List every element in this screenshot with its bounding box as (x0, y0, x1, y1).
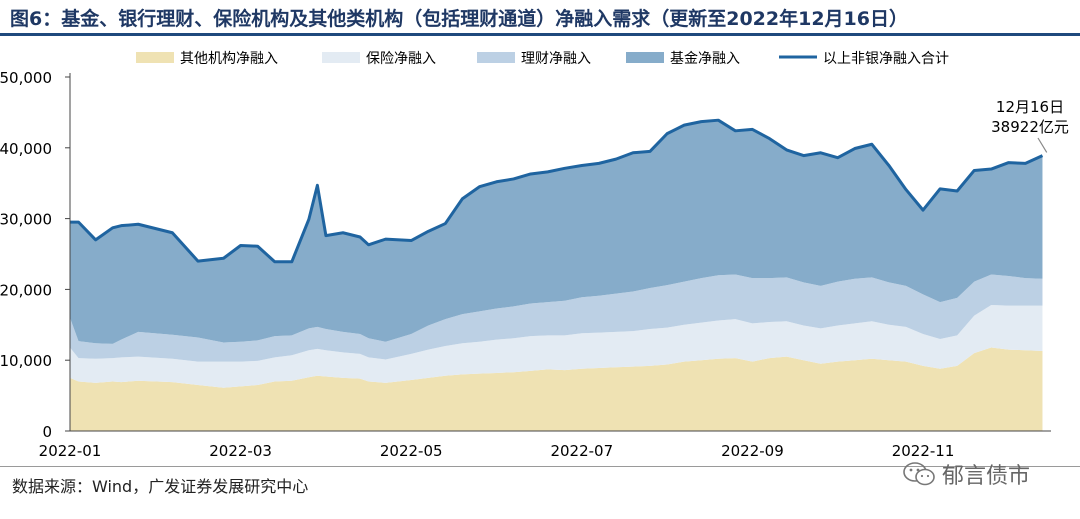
x-tick-label: 2022-09 (721, 442, 784, 460)
y-tick-label: 10,000 (0, 352, 52, 370)
x-axis-labels: 2022-01 2022-03 2022-05 2022-07 2022-09 2022-… (39, 442, 955, 460)
area-other (70, 347, 1043, 431)
legend-label-total: 以上非银净融入合计 (823, 51, 949, 67)
annotation-pointer (1037, 137, 1048, 153)
legend-swatch-other (136, 52, 174, 63)
legend-label-wealth: 理财净融入 (521, 51, 591, 67)
area-fund (70, 120, 1043, 344)
stacked-areas (70, 120, 1043, 431)
legend-label-fund: 基金净融入 (670, 50, 740, 67)
total-line (70, 118, 1044, 264)
total-line-group (70, 118, 1044, 264)
y-tick-label: 30,000 (0, 211, 52, 229)
y-tick-label: 50,000 (0, 69, 52, 87)
annotation-value: 38922亿元 (991, 118, 1069, 136)
wechat-icon (902, 461, 936, 487)
legend-swatch-wealth (477, 52, 515, 63)
axes (65, 73, 1051, 432)
x-tick-label: 2022-07 (550, 442, 613, 460)
x-tick-label: 2022-11 (892, 442, 955, 460)
area-wealth (70, 274, 1043, 362)
footer-divider (0, 466, 1080, 467)
chart-title: 图6：基金、银行理财、保险机构及其他类机构（包括理财通道）净融入需求（更新至20… (10, 8, 908, 30)
watermark: 郁言债市 (902, 458, 1030, 490)
watermark-text: 郁言债市 (942, 464, 1031, 489)
title-bar: 图6：基金、银行理财、保险机构及其他类机构（包括理财通道）净融入需求（更新至20… (0, 0, 1080, 36)
legend-label-other: 其他机构净融入 (180, 51, 278, 67)
x-tick-label: 2022-01 (39, 442, 102, 460)
y-tick-label: 40,000 (0, 140, 52, 158)
y-tick-label: 20,000 (0, 281, 52, 299)
legend: 其他机构净融入 保险净融入 理财净融入 基金净融入 以上非银净融入合计 (136, 50, 949, 67)
legend-label-insurance: 保险净融入 (366, 51, 436, 67)
annotation: 12月16日 38922亿元 (991, 98, 1069, 153)
legend-swatch-insurance (322, 52, 360, 63)
x-tick-label: 2022-05 (380, 442, 443, 460)
legend-swatch-fund (626, 52, 664, 63)
area-insurance (70, 304, 1043, 388)
annotation-date: 12月16日 (996, 98, 1064, 116)
y-tick-label: 0 (42, 423, 52, 441)
x-tick-label: 2022-03 (209, 442, 272, 460)
source-note: 数据来源：Wind，广发证券发展研究中心 (12, 477, 309, 496)
y-axis-labels: 0 10,000 20,000 30,000 40,000 50,000 (0, 69, 52, 441)
